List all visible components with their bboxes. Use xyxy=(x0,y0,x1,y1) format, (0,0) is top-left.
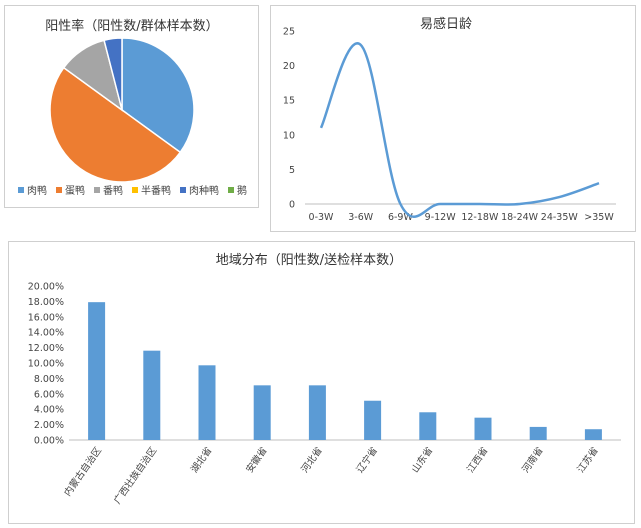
pie-slice-0 xyxy=(121,37,195,154)
bar-x-tick: 广西壮族自治区 xyxy=(111,444,159,506)
bar-5 xyxy=(364,400,382,440)
pie-legend-swatch-0 xyxy=(18,187,24,193)
pie-slice-4 xyxy=(103,37,123,111)
bar-y-tick: 8.00% xyxy=(34,374,64,385)
bar-9 xyxy=(584,429,602,440)
bar-y-tick: 0.00% xyxy=(34,436,64,447)
line-x-tick: 9-12W xyxy=(425,212,457,223)
pie-legend-label-4: 肉种鸭 xyxy=(189,184,219,197)
pie-legend-label-0: 肉鸭 xyxy=(27,184,47,197)
line-y-tick: 15 xyxy=(283,96,295,107)
bar-y-tick: 10.00% xyxy=(28,359,64,370)
bar-y-tick: 6.00% xyxy=(34,389,64,400)
bar-x-tick: 河北省 xyxy=(299,445,325,475)
line-y-tick: 20 xyxy=(283,61,295,72)
bar-chart: 地域分布（阳性数/送检样本数） 0.00% 2.00% 4.00% 6.00% 8.00… xyxy=(28,253,621,506)
bar-6 xyxy=(419,412,437,440)
line-x-tick: 18-24W xyxy=(501,212,539,223)
bar-x-tick: 辽宁省 xyxy=(354,445,380,475)
bar-y-tick: 12.00% xyxy=(28,343,64,354)
line-y-tick: 10 xyxy=(283,130,295,141)
line-chart: 易感日龄 0 5 10 15 20 25 0-3W 3-6W 6-9W 9-12W 12-18W 1… xyxy=(283,16,616,223)
pie-legend-label-2: 番鸭 xyxy=(103,184,123,197)
bar-1 xyxy=(143,350,161,440)
bar-8 xyxy=(529,426,547,440)
bar-x-tick: 安徽省 xyxy=(243,445,269,475)
pie-legend-label-5: 鹅 xyxy=(237,184,247,197)
bar-7 xyxy=(474,417,492,440)
line-y-tick: 0 xyxy=(289,200,295,211)
line-chart-title: 易感日龄 xyxy=(420,16,472,32)
pie-slice-1 xyxy=(49,66,182,183)
line-x-tick: 0-3W xyxy=(309,212,335,223)
bar-y-tick: 14.00% xyxy=(28,328,64,339)
pie-legend-swatch-2 xyxy=(94,187,100,193)
pie-chart-title: 阳性率（阳性数/群体样本数） xyxy=(45,18,218,34)
bar-x-tick: 内蒙古自治区 xyxy=(62,444,105,498)
bar-x-tick: 江西省 xyxy=(464,445,490,475)
line-x-tick: 3-6W xyxy=(348,212,374,223)
line-y-tick: 25 xyxy=(283,27,295,38)
pie-legend-swatch-5 xyxy=(228,187,234,193)
pie-legend-label-3: 半番鸭 xyxy=(141,184,171,197)
bar-y-tick: 18.00% xyxy=(28,297,64,308)
pie-legend-swatch-4 xyxy=(180,187,186,193)
bar-y-tick: 4.00% xyxy=(34,405,64,416)
line-chart-panel: 易感日龄 0 5 10 15 20 25 0-3W 3-6W 6-9W 9-12W 12-18W 1… xyxy=(270,5,636,232)
line-x-tick: 6-9W xyxy=(388,212,414,223)
line-y-tick: 5 xyxy=(289,165,295,176)
bar-3 xyxy=(253,385,271,440)
bar-chart-panel: 地域分布（阳性数/送检样本数） 0.00% 2.00% 4.00% 6.00% 8.00… xyxy=(8,241,635,524)
line-x-tick: 12-18W xyxy=(461,212,499,223)
line-chart-series xyxy=(319,42,600,218)
bar-y-tick: 20.00% xyxy=(28,282,64,293)
pie-legend-swatch-1 xyxy=(56,187,62,193)
bar-4 xyxy=(308,385,326,440)
bar-x-tick: 江苏省 xyxy=(575,445,601,475)
line-x-tick: 24-35W xyxy=(541,212,579,223)
pie-chart: 阳性率（阳性数/群体样本数） 肉鸭 蛋鸭 番鸭 半番鸭 肉种鸭 鹅 xyxy=(18,18,247,197)
line-x-tick: >35W xyxy=(584,212,614,223)
bar-x-tick: 湖北省 xyxy=(188,445,214,475)
bar-0 xyxy=(88,302,106,440)
pie-chart-panel: 阳性率（阳性数/群体样本数） 肉鸭 蛋鸭 番鸭 半番鸭 肉种鸭 鹅 xyxy=(4,5,259,208)
bar-chart-title: 地域分布（阳性数/送检样本数） xyxy=(216,253,402,268)
bar-x-tick: 山东省 xyxy=(409,445,435,475)
bar-y-tick: 2.00% xyxy=(34,420,64,431)
pie-legend-swatch-3 xyxy=(132,187,138,193)
pie-legend-label-1: 蛋鸭 xyxy=(65,184,85,197)
bar-2 xyxy=(198,365,216,440)
bar-x-tick: 河南省 xyxy=(519,445,545,475)
bar-y-tick: 16.00% xyxy=(28,312,64,323)
